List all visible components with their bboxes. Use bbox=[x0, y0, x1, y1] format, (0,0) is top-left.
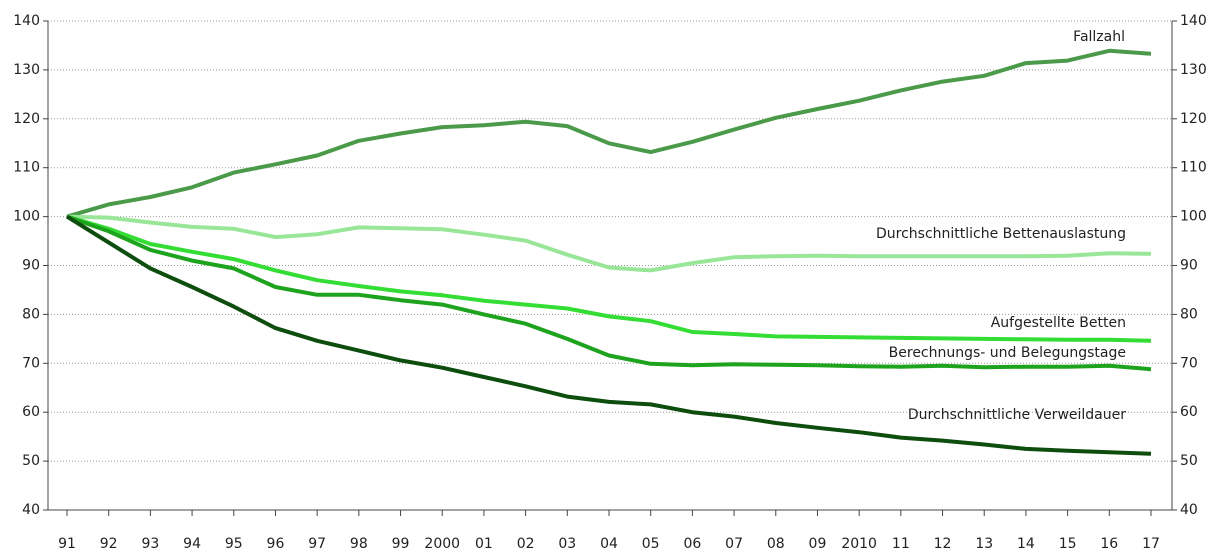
x-tick-label: 99 bbox=[392, 536, 410, 552]
y-tick-label: 60 bbox=[22, 404, 40, 420]
x-tick-label: 13 bbox=[975, 536, 993, 552]
y-tick-label: 90 bbox=[22, 258, 40, 274]
x-tick-label: 16 bbox=[1100, 536, 1118, 552]
y-tick-label: 120 bbox=[13, 111, 40, 127]
y2-tick-label: 80 bbox=[1180, 306, 1198, 322]
series-line bbox=[66, 214, 1152, 372]
y-tick-label: 40 bbox=[22, 502, 40, 518]
y2-tick-label: 70 bbox=[1180, 355, 1198, 371]
y-tick-label: 50 bbox=[22, 453, 40, 469]
series-label: Aufgestellte Betten bbox=[991, 315, 1126, 331]
x-tick-label: 08 bbox=[767, 536, 785, 552]
series-line bbox=[66, 214, 1152, 273]
y2-tick-label: 120 bbox=[1180, 111, 1207, 127]
x-tick-label: 17 bbox=[1142, 536, 1160, 552]
y-tick-label: 140 bbox=[13, 13, 40, 29]
y2-tick-label: 100 bbox=[1180, 209, 1207, 225]
series-line bbox=[66, 48, 1152, 219]
series-label: Durchschnittliche Bettenauslastung bbox=[876, 226, 1126, 242]
x-tick-label: 91 bbox=[58, 536, 76, 552]
y-tick-label: 110 bbox=[13, 160, 40, 176]
x-tick-label: 95 bbox=[225, 536, 243, 552]
x-tick-label: 14 bbox=[1017, 536, 1035, 552]
x-tick-label: 04 bbox=[600, 536, 618, 552]
y-tick-label: 80 bbox=[22, 306, 40, 322]
y2-tick-label: 130 bbox=[1180, 62, 1207, 78]
y2-tick-label: 60 bbox=[1180, 404, 1198, 420]
series-label: Durchschnittliche Verweildauer bbox=[908, 407, 1126, 423]
x-tick-label: 98 bbox=[350, 536, 368, 552]
x-tick-label: 01 bbox=[475, 536, 493, 552]
x-tick-label: 94 bbox=[183, 536, 201, 552]
x-tick-label: 05 bbox=[642, 536, 660, 552]
x-tick-label: 96 bbox=[267, 536, 285, 552]
x-tick-label: 2010 bbox=[841, 536, 877, 552]
series-line bbox=[65, 214, 1152, 456]
x-tick-label: 02 bbox=[517, 536, 535, 552]
series-label: Fallzahl bbox=[1073, 29, 1125, 45]
y2-tick-label: 140 bbox=[1180, 13, 1207, 29]
series-label: Berechnungs- und Belegungstage bbox=[889, 345, 1126, 361]
x-tick-label: 15 bbox=[1059, 536, 1077, 552]
y2-tick-label: 110 bbox=[1180, 160, 1207, 176]
x-tick-label: 07 bbox=[725, 536, 743, 552]
x-tick-label: 09 bbox=[809, 536, 827, 552]
x-tick-label: 03 bbox=[558, 536, 576, 552]
x-tick-label: 12 bbox=[934, 536, 952, 552]
y2-tick-label: 40 bbox=[1180, 502, 1198, 518]
y2-tick-label: 90 bbox=[1180, 258, 1198, 274]
y-tick-label: 100 bbox=[13, 209, 40, 225]
y2-tick-label: 50 bbox=[1180, 453, 1198, 469]
y-tick-label: 130 bbox=[13, 62, 40, 78]
y-tick-label: 70 bbox=[22, 355, 40, 371]
x-tick-label: 06 bbox=[683, 536, 701, 552]
x-tick-label: 97 bbox=[308, 536, 326, 552]
x-tick-label: 92 bbox=[100, 536, 118, 552]
x-tick-label: 93 bbox=[141, 536, 159, 552]
series-line bbox=[66, 214, 1152, 343]
x-tick-label: 11 bbox=[892, 536, 910, 552]
x-tick-label: 2000 bbox=[424, 536, 460, 552]
